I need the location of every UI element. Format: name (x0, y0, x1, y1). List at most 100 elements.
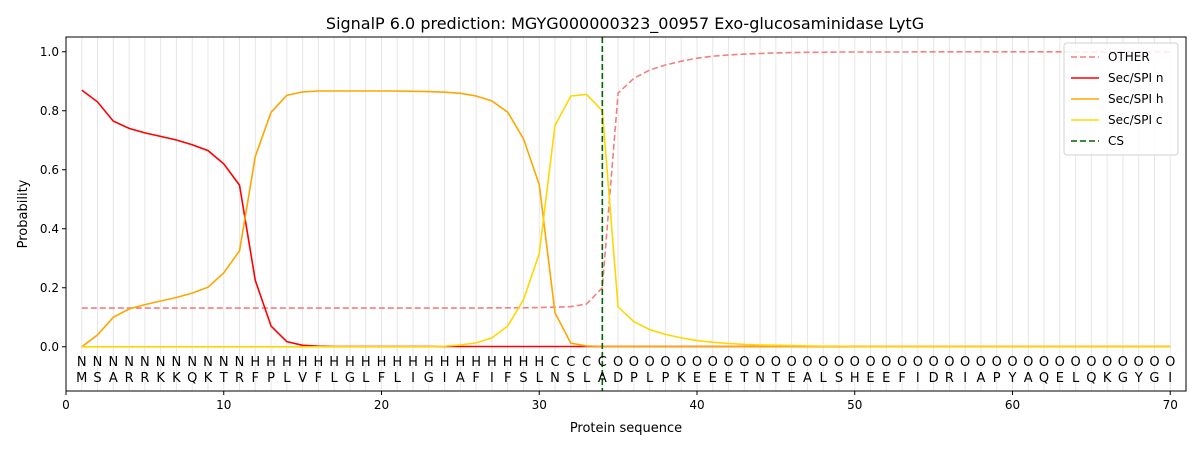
region-label: O (723, 355, 733, 370)
y-tick-label: 0.0 (40, 340, 59, 354)
residue-label: E (866, 371, 874, 386)
residue-label: F (252, 371, 259, 386)
region-label: N (108, 355, 118, 370)
region-label: O (976, 355, 986, 370)
residue-label: D (929, 371, 939, 386)
region-label: O (660, 355, 670, 370)
residue-label: R (945, 371, 954, 386)
region-label: O (613, 355, 623, 370)
region-label: O (1086, 355, 1096, 370)
y-tick-label: 0.6 (40, 163, 59, 177)
residue-label: A (598, 371, 607, 386)
sequence-annotation: NMNSNANRNRNKNKNQNKNTNRHFHPHLHVHFHLHGHLHF… (76, 355, 1175, 386)
region-label: H (314, 355, 324, 370)
region-label: O (928, 355, 938, 370)
residue-label: A (456, 371, 465, 386)
x-axis-ticks: 0 10 20 30 40 50 60 70 (62, 391, 1178, 412)
residue-label: R (125, 371, 134, 386)
residue-label: P (630, 371, 638, 386)
region-label: H (345, 355, 355, 370)
x-tick-label: 30 (532, 398, 547, 412)
region-label: C (566, 355, 575, 370)
residue-label: L (1072, 371, 1080, 386)
y-axis-label: Probability (16, 179, 31, 248)
region-label: H (298, 355, 308, 370)
region-label: O (1007, 355, 1017, 370)
residue-label: V (298, 371, 307, 386)
region-label: H (377, 355, 387, 370)
region-label: N (172, 355, 182, 370)
region-label: N (140, 355, 150, 370)
residue-label: P (662, 371, 670, 386)
residue-label: H (850, 371, 860, 386)
region-label: O (1070, 355, 1080, 370)
x-tick-label: 70 (1163, 398, 1178, 412)
residue-label: T (771, 371, 780, 386)
vertical-grid (81, 37, 1171, 391)
region-label: O (897, 355, 907, 370)
y-tick-label: 0.2 (40, 281, 59, 295)
region-label: H (487, 355, 497, 370)
residue-label: L (536, 371, 544, 386)
region-label: O (771, 355, 781, 370)
region-label: H (266, 355, 276, 370)
region-label: H (392, 355, 402, 370)
residue-label: S (93, 371, 101, 386)
region-label: N (187, 355, 197, 370)
region-label: O (1118, 355, 1128, 370)
region-label: H (282, 355, 292, 370)
region-label: H (471, 355, 481, 370)
residue-label: D (613, 371, 623, 386)
residue-label: N (755, 371, 765, 386)
residue-label: L (646, 371, 654, 386)
residue-label: E (1056, 371, 1064, 386)
residue-label: A (1024, 371, 1033, 386)
residue-label: L (583, 371, 591, 386)
x-tick-label: 10 (216, 398, 231, 412)
residue-label: Q (187, 371, 197, 386)
region-label: H (503, 355, 513, 370)
region-label: O (708, 355, 718, 370)
region-label: O (676, 355, 686, 370)
residue-label: S (519, 371, 527, 386)
region-label: N (93, 355, 103, 370)
series-line-sec-spi-c (81, 93, 1171, 348)
region-label: O (629, 355, 639, 370)
region-label: O (692, 355, 702, 370)
residue-label: K (204, 371, 213, 386)
residue-label: I (490, 371, 494, 386)
residue-label: I (1168, 371, 1172, 386)
region-label: H (534, 355, 544, 370)
residue-label: E (882, 371, 890, 386)
legend: OTHER Sec/SPI n Sec/SPI h Sec/SPI c CS (1063, 42, 1179, 156)
residue-label: F (504, 371, 511, 386)
region-label: N (77, 355, 87, 370)
region-label: O (960, 355, 970, 370)
residue-label: I (411, 371, 415, 386)
region-label: O (739, 355, 749, 370)
region-label: N (219, 355, 229, 370)
region-label: O (755, 355, 765, 370)
region-label: O (1134, 355, 1144, 370)
residue-label: G (1118, 371, 1128, 386)
residue-label: L (394, 371, 402, 386)
residue-label: F (378, 371, 385, 386)
residue-label: R (235, 371, 244, 386)
residue-label: P (267, 371, 275, 386)
region-label: O (944, 355, 954, 370)
residue-label: Y (1008, 371, 1017, 386)
residue-label: I (916, 371, 920, 386)
residue-label: A (109, 371, 118, 386)
x-tick-label: 60 (1005, 398, 1020, 412)
residue-label: K (156, 371, 165, 386)
residue-label: Q (1039, 371, 1049, 386)
region-label: O (787, 355, 797, 370)
legend-label: Sec/SPI n (1108, 71, 1163, 85)
residue-label: K (172, 371, 181, 386)
region-label: H (329, 355, 339, 370)
residue-label: S (835, 371, 843, 386)
residue-label: F (315, 371, 322, 386)
x-tick-label: 0 (62, 398, 70, 412)
chart-title: SignalP 6.0 prediction: MGYG000000323_00… (326, 14, 924, 34)
